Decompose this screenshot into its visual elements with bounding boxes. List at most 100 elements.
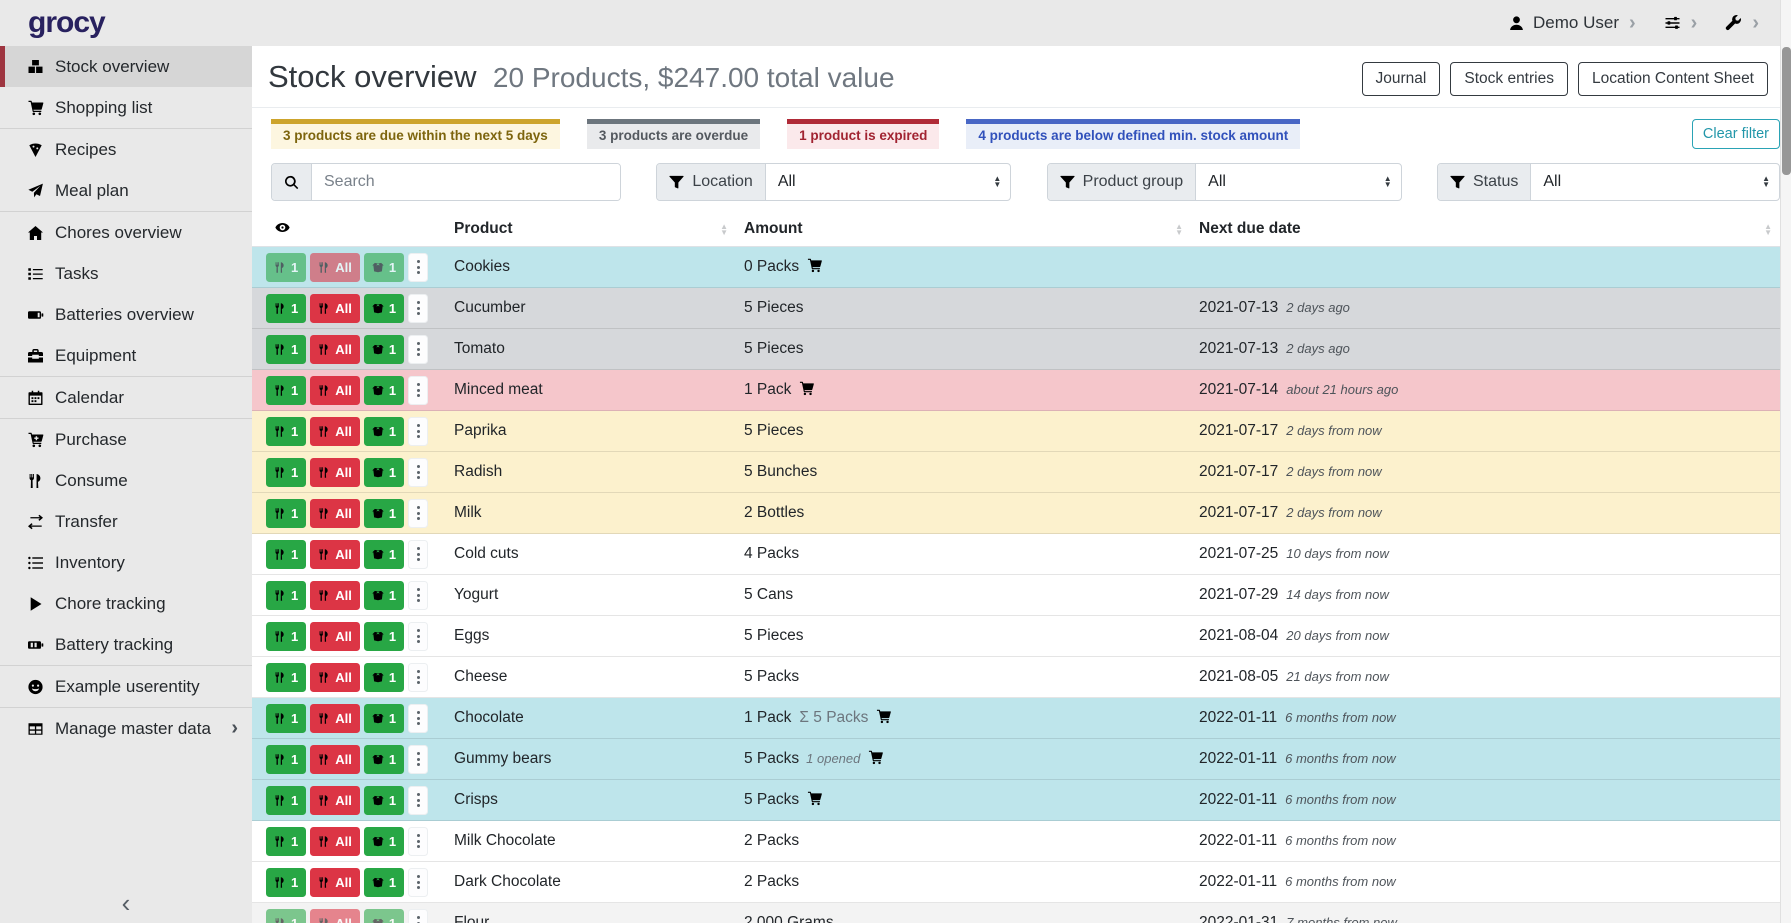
consume-all-button[interactable]: All	[310, 252, 360, 282]
row-menu-button[interactable]	[408, 334, 429, 364]
sidebar-item-meal-plan[interactable]: Meal plan	[0, 170, 252, 211]
consume-one-button[interactable]: 1	[266, 252, 307, 282]
consume-one-button[interactable]: 1	[266, 539, 307, 569]
below-min-stock-banner[interactable]: 4 products are below defined min. stock …	[966, 119, 1301, 149]
product-column-header[interactable]: Product ▲ ▼	[446, 214, 736, 247]
row-menu-button[interactable]	[408, 785, 429, 815]
row-menu-button[interactable]	[408, 375, 429, 405]
consume-all-button[interactable]: All	[310, 662, 360, 692]
open-one-button[interactable]: 1	[363, 908, 405, 923]
consume-all-button[interactable]: All	[310, 867, 360, 897]
open-one-button[interactable]: 1	[363, 580, 405, 610]
consume-all-button[interactable]: All	[310, 457, 360, 487]
row-menu-button[interactable]	[408, 826, 429, 856]
sidebar-item-shopping-list[interactable]: Shopping list	[0, 87, 252, 128]
sidebar-item-calendar[interactable]: Calendar	[0, 377, 252, 418]
consume-one-button[interactable]: 1	[266, 867, 307, 897]
scrollbar-thumb[interactable]	[1782, 47, 1791, 175]
open-one-button[interactable]: 1	[363, 703, 405, 733]
consume-one-button[interactable]: 1	[266, 375, 307, 405]
consume-one-button[interactable]: 1	[266, 703, 307, 733]
open-one-button[interactable]: 1	[363, 662, 405, 692]
grocy-logo[interactable]: grocy	[28, 6, 106, 39]
open-one-button[interactable]: 1	[363, 867, 405, 897]
row-menu-button[interactable]	[408, 539, 429, 569]
user-menu[interactable]: Demo User ›	[1508, 13, 1636, 33]
consume-all-button[interactable]: All	[310, 334, 360, 364]
consume-one-button[interactable]: 1	[266, 785, 307, 815]
row-menu-button[interactable]	[408, 498, 429, 528]
open-one-button[interactable]: 1	[363, 621, 405, 651]
stock-entries-button[interactable]: Stock entries	[1450, 62, 1568, 96]
journal-button[interactable]: Journal	[1361, 62, 1441, 96]
sidebar-item-batteries-overview[interactable]: Batteries overview	[0, 294, 252, 335]
amount-column-header[interactable]: Amount ▲ ▼	[736, 214, 1191, 247]
sidebar-item-chore-tracking[interactable]: Chore tracking	[0, 583, 252, 624]
consume-one-button[interactable]: 1	[266, 498, 307, 528]
consume-all-button[interactable]: All	[310, 539, 360, 569]
sidebar-item-tasks[interactable]: Tasks	[0, 253, 252, 294]
status-filter-select[interactable]: All ▲ ▼	[1531, 164, 1779, 200]
open-one-button[interactable]: 1	[363, 375, 405, 405]
consume-one-button[interactable]: 1	[266, 908, 307, 923]
row-menu-button[interactable]	[408, 744, 429, 774]
row-menu-button[interactable]	[408, 703, 429, 733]
sidebar-item-equipment[interactable]: Equipment	[0, 335, 252, 376]
open-one-button[interactable]: 1	[363, 416, 405, 446]
row-menu-button[interactable]	[408, 662, 429, 692]
row-menu-button[interactable]	[408, 252, 429, 282]
consume-all-button[interactable]: All	[310, 785, 360, 815]
overdue-banner[interactable]: 3 products are overdue	[586, 119, 761, 149]
sidebar-item-manage-master-data[interactable]: Manage master data ›	[0, 708, 252, 749]
consume-all-button[interactable]: All	[310, 416, 360, 446]
open-one-button[interactable]: 1	[363, 457, 405, 487]
due-soon-banner[interactable]: 3 products are due within the next 5 day…	[271, 119, 560, 149]
search-input[interactable]	[312, 164, 620, 200]
consume-all-button[interactable]: All	[310, 744, 360, 774]
sidebar-item-battery-tracking[interactable]: Battery tracking	[0, 624, 252, 665]
sidebar-item-example-userentity[interactable]: Example userentity	[0, 666, 252, 707]
sidebar-item-purchase[interactable]: Purchase	[0, 419, 252, 460]
open-one-button[interactable]: 1	[363, 252, 405, 282]
open-one-button[interactable]: 1	[363, 334, 405, 364]
consume-one-button[interactable]: 1	[266, 293, 307, 323]
consume-all-button[interactable]: All	[310, 826, 360, 856]
consume-one-button[interactable]: 1	[266, 621, 307, 651]
consume-all-button[interactable]: All	[310, 498, 360, 528]
open-one-button[interactable]: 1	[363, 498, 405, 528]
page-scrollbar[interactable]	[1780, 0, 1791, 923]
row-menu-button[interactable]	[408, 621, 429, 651]
visibility-column-header[interactable]	[252, 214, 446, 247]
consume-one-button[interactable]: 1	[266, 662, 307, 692]
consume-all-button[interactable]: All	[310, 621, 360, 651]
consume-all-button[interactable]: All	[310, 293, 360, 323]
open-one-button[interactable]: 1	[363, 293, 405, 323]
sidebar-item-consume[interactable]: Consume	[0, 460, 252, 501]
product-group-filter-select[interactable]: All ▲ ▼	[1196, 164, 1400, 200]
open-one-button[interactable]: 1	[363, 539, 405, 569]
row-menu-button[interactable]	[408, 416, 429, 446]
open-one-button[interactable]: 1	[363, 826, 405, 856]
row-menu-button[interactable]	[408, 908, 429, 923]
sidebar-item-stock-overview[interactable]: Stock overview	[0, 46, 252, 87]
location-filter-select[interactable]: All ▲ ▼	[766, 164, 1011, 200]
consume-one-button[interactable]: 1	[266, 826, 307, 856]
open-one-button[interactable]: 1	[363, 744, 405, 774]
expired-banner[interactable]: 1 product is expired	[787, 119, 940, 149]
consume-all-button[interactable]: All	[310, 703, 360, 733]
row-menu-button[interactable]	[408, 867, 429, 897]
sidebar-item-chores-overview[interactable]: Chores overview	[0, 212, 252, 253]
consume-one-button[interactable]: 1	[266, 744, 307, 774]
admin-menu[interactable]: ›	[1725, 13, 1759, 33]
consume-one-button[interactable]: 1	[266, 416, 307, 446]
sidebar-item-transfer[interactable]: Transfer	[0, 501, 252, 542]
row-menu-button[interactable]	[408, 580, 429, 610]
row-menu-button[interactable]	[408, 293, 429, 323]
location-content-sheet-button[interactable]: Location Content Sheet	[1577, 62, 1768, 96]
sidebar-collapse-button[interactable]: ‹	[121, 888, 131, 918]
consume-all-button[interactable]: All	[310, 908, 360, 923]
due-date-column-header[interactable]: Next due date ▲ ▼	[1191, 214, 1780, 247]
consume-one-button[interactable]: 1	[266, 457, 307, 487]
clear-filter-button[interactable]: Clear filter	[1691, 119, 1780, 149]
consume-one-button[interactable]: 1	[266, 580, 307, 610]
